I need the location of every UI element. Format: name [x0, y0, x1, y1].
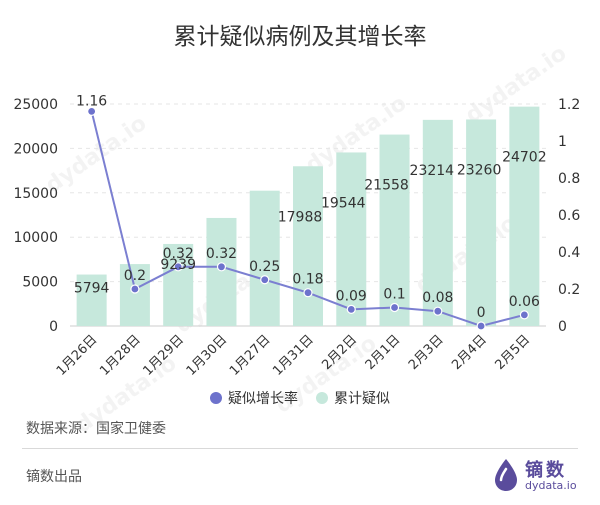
y-left-tick-label: 0	[49, 319, 58, 335]
bar[interactable]	[76, 274, 107, 326]
x-category-label: 1月26日	[54, 332, 101, 379]
y-left-tick-label: 20000	[13, 141, 58, 157]
bar-series	[76, 106, 540, 326]
y-left-tick-label: 5000	[22, 275, 58, 291]
bar[interactable]	[422, 119, 453, 326]
data-source-note: 数据来源：国家卫健委	[26, 421, 166, 437]
bar-value-label: 23214	[410, 163, 455, 179]
y-right-tick-label: 0.4	[558, 245, 580, 261]
divider	[22, 448, 578, 449]
left-axis: 0 5000 10000 15000 20000 25000	[13, 97, 58, 335]
rate-point[interactable]	[87, 106, 97, 117]
rate-value-label: 0.09	[336, 288, 367, 304]
bar-value-label: 5794	[74, 281, 110, 297]
y-right-tick-label: 1	[558, 134, 567, 150]
bar-value-label: 17988	[278, 209, 323, 225]
right-axis: 0 0.2 0.4 0.6 0.8 1 1.2	[558, 97, 580, 335]
droplet-icon	[495, 459, 517, 491]
y-right-tick-label: 0.8	[558, 171, 580, 187]
rate-value-label: 0.32	[206, 246, 237, 262]
bar[interactable]	[119, 264, 150, 326]
bar[interactable]	[206, 217, 237, 326]
brand-logo: 镝数 dydata.io	[493, 456, 583, 496]
rate-point[interactable]	[130, 284, 140, 294]
rate-value-label: 0.1	[383, 287, 405, 303]
bar[interactable]	[163, 243, 194, 326]
rate-point[interactable]	[303, 288, 313, 298]
legend-swatch-bar[interactable]	[316, 392, 328, 404]
rate-value-label: 0.2	[124, 268, 146, 284]
y-left-tick-label: 25000	[13, 97, 58, 113]
rate-point[interactable]	[260, 275, 270, 285]
rate-point[interactable]	[433, 306, 443, 316]
x-category-label: 2月5日	[493, 332, 534, 373]
chart-title: 累计疑似病例及其增长率	[174, 24, 427, 50]
rate-point[interactable]	[346, 304, 356, 314]
rate-value-label: 0.25	[249, 259, 280, 275]
x-category-label: 2月4日	[449, 332, 490, 373]
brand-name: 镝数	[525, 460, 567, 481]
bar-value-label: 24702	[502, 150, 547, 166]
rate-point[interactable]	[476, 321, 486, 331]
y-left-tick-label: 15000	[13, 186, 58, 202]
bar[interactable]	[379, 134, 410, 326]
bar-value-label: 23260	[457, 162, 502, 178]
bar-value-label: 21558	[364, 178, 409, 194]
x-category-label: 2月3日	[406, 332, 447, 373]
y-right-tick-label: 0.2	[558, 282, 580, 298]
x-category-label: 1月27日	[227, 332, 274, 379]
legend-label-bar[interactable]: 累计疑似	[334, 391, 390, 407]
rate-point[interactable]	[389, 302, 400, 313]
x-category-label: 1月30日	[184, 332, 231, 379]
rate-value-label: 1.16	[76, 93, 107, 109]
bar[interactable]	[249, 190, 280, 326]
rate-value-label: 0.06	[509, 294, 540, 310]
legend-label-rate[interactable]: 疑似增长率	[228, 390, 298, 407]
rate-point[interactable]	[173, 262, 183, 272]
brand-domain: dydata.io	[525, 479, 577, 492]
legend[interactable]: 疑似增长率 累计疑似	[210, 390, 390, 407]
y-right-tick-label: 1.2	[558, 97, 580, 113]
y-right-tick-label: 0	[558, 319, 567, 335]
bar[interactable]	[509, 106, 540, 326]
rate-point[interactable]	[519, 310, 529, 320]
rate-value-label: 0.18	[292, 272, 323, 288]
producer-credit: 镝数出品	[26, 469, 82, 485]
rate-value-label: 0.32	[163, 246, 194, 262]
rate-value-label: 0.08	[422, 290, 453, 306]
rate-value-label: 0	[477, 305, 486, 321]
bar[interactable]	[466, 119, 497, 326]
y-right-tick-label: 0.6	[558, 208, 580, 224]
bar[interactable]	[293, 166, 323, 326]
legend-swatch-rate[interactable]	[210, 392, 222, 404]
rate-point[interactable]	[216, 262, 227, 272]
y-left-tick-label: 10000	[13, 230, 58, 246]
bar-value-label: 9239	[160, 257, 196, 273]
bar[interactable]	[336, 152, 367, 326]
bar-value-label: 19544	[321, 195, 366, 211]
